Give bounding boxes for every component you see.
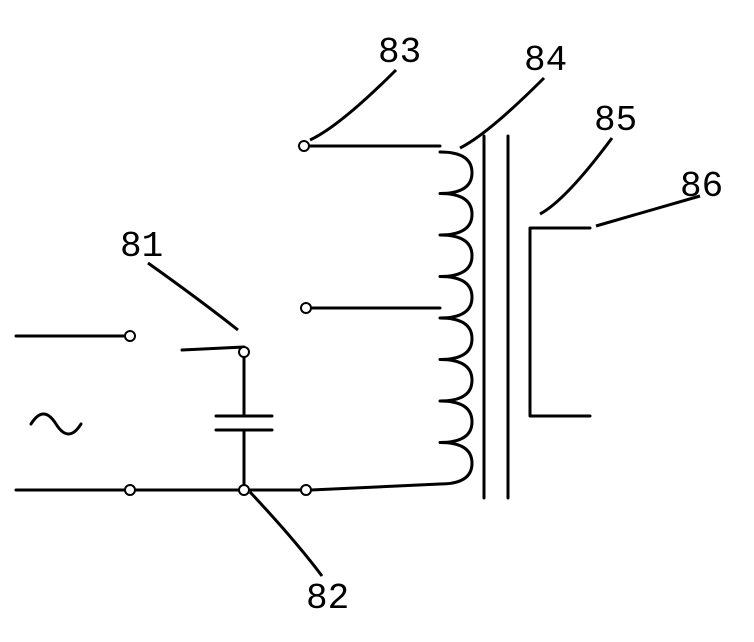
terminal-node [299,141,309,151]
terminal-node [301,303,311,313]
terminal-node [125,331,135,341]
terminal-node [239,347,249,357]
terminal-node [125,485,135,495]
terminal-node [239,485,249,495]
label-leader-85 [540,138,612,214]
label-leader-82 [250,492,322,576]
label-84: 84 [524,40,567,81]
label-85: 85 [594,100,637,141]
label-83: 83 [378,32,421,73]
label-82: 82 [306,578,349,619]
switch-blade [182,347,244,350]
wire-primary-bottom [311,484,440,490]
label-leader-83 [310,70,396,140]
label-leader-81 [148,263,238,330]
label-leader-84 [460,78,544,148]
ac-source-symbol [31,414,81,434]
label-81: 81 [120,226,163,267]
terminal-node [301,485,311,495]
label-86: 86 [680,166,723,207]
transformer-secondary [530,228,590,416]
transformer-primary-coil [440,152,472,484]
